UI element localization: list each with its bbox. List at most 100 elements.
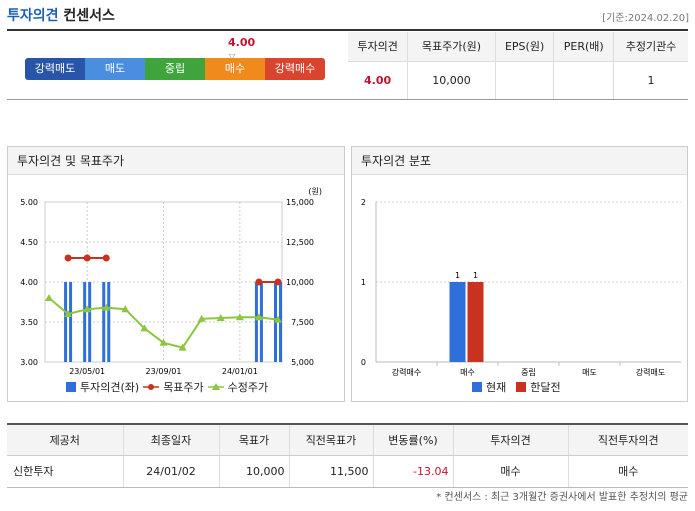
legend-opinion-swatch	[66, 382, 76, 392]
legend-current-label: 현재	[486, 381, 507, 394]
x-tick: 강력매도	[636, 367, 665, 377]
broker-header: 직전투자의견	[567, 423, 688, 456]
summary-header: PER(배)	[553, 32, 614, 62]
summary-per-value	[553, 61, 614, 99]
price-point	[83, 305, 92, 313]
broker-prev-opinion: 매수	[567, 455, 688, 488]
opinion-bar-highlight	[86, 282, 89, 362]
y-right-tick: 7,500	[291, 318, 314, 327]
footnote: * 컨센서스 : 최근 3개월간 증권사에서 발표한 추정치의 평균	[436, 492, 688, 503]
broker-header: 제공처	[7, 423, 123, 456]
broker-opinion: 매수	[452, 455, 568, 488]
target-point	[102, 254, 110, 262]
target-point	[255, 278, 263, 286]
legend-target-swatch	[143, 384, 160, 390]
summary-value-row: 4.00 10,000 1	[348, 61, 688, 99]
scale-sell: 매도	[85, 58, 145, 80]
y-left-tick: 4.00	[20, 278, 38, 287]
price-point	[159, 338, 168, 346]
title-consensus: 컨센서스	[63, 8, 115, 24]
x-tick: 강력매수	[392, 367, 421, 377]
y-right-unit: (원)	[308, 187, 322, 196]
scale-marker-icon: ▽	[229, 52, 236, 61]
y-tick: 2	[361, 198, 366, 207]
broker-name: 신한투자	[7, 455, 123, 488]
right-chart-title: 투자의견 분포	[352, 147, 687, 175]
broker-header: 변동률(%)	[372, 423, 453, 456]
y-left-tick: 3.50	[20, 318, 38, 327]
price-point	[140, 324, 149, 332]
distribution-panel: 투자의견 분포	[351, 146, 688, 402]
summary-target-value: 10,000	[407, 61, 496, 99]
right-chart-legend: 현재 한달전	[472, 379, 561, 395]
left-chart-legend: 투자의견(좌) 목표주가 수정주가	[66, 379, 268, 395]
price-point	[102, 303, 111, 311]
y-tick: 1	[361, 278, 366, 287]
broker-target: 10,000	[218, 455, 289, 488]
broker-header-row: 제공처 최종일자 목표가 직전목표가 변동률(%) 투자의견 직전투자의견	[7, 423, 688, 456]
y-right-tick: 12,500	[286, 238, 314, 247]
opinion-target-chart: 5.00 4.50 4.00 3.50 3.00 15,000 12,500 10,000 7,…	[20, 187, 322, 376]
legend-month-swatch	[516, 382, 527, 392]
opinion-scale: 강력매도 매도 중립 매수 강력매수	[25, 58, 325, 80]
page-title: 투자의견 컨센서스	[7, 5, 115, 25]
opinion-target-panel: 투자의견 및 목표주가	[7, 146, 345, 402]
price-point	[216, 314, 225, 321]
broker-date: 24/01/02	[122, 455, 219, 488]
y-right-tick: 5,000	[291, 358, 314, 367]
x-tick: 23/09/01	[146, 367, 182, 376]
y-left-tick: 3.00	[20, 358, 38, 367]
scale-buy: 매수	[205, 58, 265, 80]
x-tick: 23/05/01	[69, 367, 105, 376]
price-point	[121, 305, 130, 313]
base-date: [기준:2024.02.20]	[602, 13, 689, 24]
header-divider	[7, 29, 688, 31]
summary-header-row: 투자의견 목표주가(원) EPS(원) PER(배) 추정기관수	[348, 32, 688, 62]
broker-prev-target: 11,500	[288, 455, 373, 488]
legend-opinion-label: 투자의견(좌)	[80, 381, 140, 394]
price-point	[274, 315, 282, 323]
x-tick: 매도	[582, 368, 597, 377]
summary-header: 목표주가(원)	[407, 32, 496, 62]
price-point	[178, 343, 187, 351]
broker-header: 투자의견	[452, 423, 568, 456]
left-chart-title: 투자의견 및 목표주가	[8, 147, 344, 175]
distribution-bar	[449, 282, 466, 362]
legend-price-label: 수정주가	[227, 381, 269, 394]
price-point	[197, 314, 206, 322]
legend-target-label: 목표주가	[163, 381, 204, 394]
distribution-chart: 2 1 0 강력매수 매수 1 1 중립 매도 강력매도	[361, 198, 681, 377]
target-point	[274, 278, 282, 286]
target-point	[83, 254, 91, 262]
x-tick: 중립	[521, 368, 536, 377]
y-left-tick: 4.50	[20, 238, 38, 247]
legend-current-swatch	[472, 382, 482, 392]
bar-data-label: 1	[455, 271, 460, 280]
scale-marker-value: 4.00	[228, 36, 256, 49]
summary-eps-value	[494, 61, 554, 99]
scale-strong-buy: 강력매수	[265, 58, 325, 80]
y-left-tick: 5.00	[20, 198, 38, 207]
y-right-tick: 15,000	[286, 198, 314, 207]
price-point	[235, 313, 244, 321]
legend-month-label: 한달전	[530, 381, 561, 394]
bar-data-label: 1	[473, 271, 478, 280]
table-row: 신한투자 24/01/02 10,000 11,500 -13.04 매수 매수	[7, 455, 688, 488]
broker-header: 직전목표가	[288, 423, 373, 456]
x-tick: 24/01/01	[222, 367, 258, 376]
summary-table: 투자의견 목표주가(원) EPS(원) PER(배) 추정기관수 4.00 10…	[348, 32, 688, 99]
summary-header: 추정기관수	[613, 32, 688, 62]
broker-change: -13.04	[372, 455, 453, 488]
opinion-bar-highlight	[105, 282, 108, 362]
legend-price-swatch	[207, 383, 224, 390]
title-opinion: 투자의견	[7, 8, 59, 24]
scale-strong-sell: 강력매도	[25, 58, 85, 80]
x-tick: 매수	[460, 368, 475, 377]
price-point	[64, 310, 73, 317]
price-point	[254, 313, 263, 321]
price-point	[45, 294, 53, 301]
broker-table: 제공처 최종일자 목표가 직전목표가 변동률(%) 투자의견 직전투자의견 신한…	[7, 423, 688, 488]
opinion-bar-highlight	[257, 282, 260, 362]
target-point	[64, 254, 72, 262]
y-right-tick: 10,000	[286, 278, 314, 287]
